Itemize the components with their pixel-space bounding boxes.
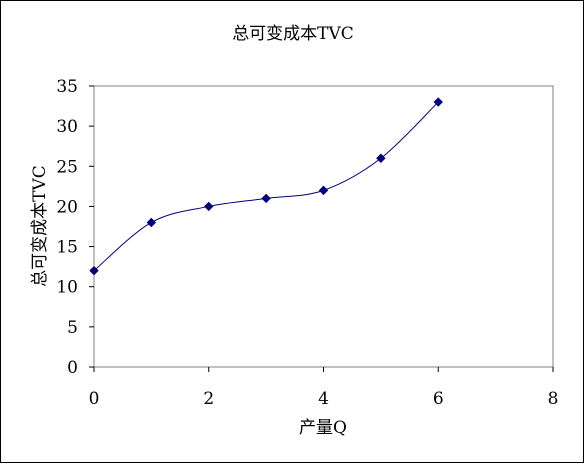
x-tick-label: 6 [433, 389, 444, 409]
data-point [433, 97, 443, 107]
x-tick-label: 8 [548, 389, 559, 409]
data-points [89, 97, 443, 276]
y-axis: 0 5 10 15 20 25 30 35 [56, 77, 94, 378]
x-axis: 0 2 4 6 8 [89, 367, 559, 409]
data-point [146, 217, 157, 228]
data-point [318, 185, 329, 196]
data-point [89, 265, 99, 276]
data-point [204, 201, 214, 212]
y-tick-label: 10 [56, 278, 78, 298]
x-tick-label: 4 [318, 389, 329, 409]
x-tick-label: 2 [203, 389, 214, 409]
y-tick-label: 30 [56, 117, 78, 137]
y-axis-title: 总可变成本TVC [30, 165, 50, 287]
chart-title: 总可变成本TVC [232, 24, 354, 44]
data-point [261, 193, 271, 204]
y-tick-label: 25 [56, 157, 78, 177]
data-point [376, 153, 386, 163]
y-tick-label: 0 [67, 358, 78, 378]
y-tick-label: 20 [56, 197, 78, 217]
x-axis-title: 产量Q [299, 418, 347, 438]
plot-area [93, 85, 554, 368]
x-tick-label: 0 [89, 389, 100, 409]
y-tick-label: 35 [56, 77, 78, 97]
y-tick-label: 15 [56, 238, 78, 258]
y-tick-label: 5 [67, 318, 78, 338]
